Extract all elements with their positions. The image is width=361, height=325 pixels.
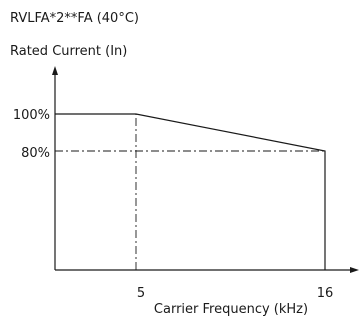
x-tick-label-5: 5: [137, 286, 145, 301]
derating-curve-line: [55, 113, 326, 270]
axes: [52, 66, 359, 273]
x-axis-label: Carrier Frequency (kHz): [154, 302, 308, 317]
reference-lines: [55, 114, 325, 270]
series-layer: [54, 113, 326, 271]
y-tick-label-80: 80%: [21, 146, 50, 161]
y-axis-arrow: [52, 66, 58, 75]
y-tick-label-100: 100%: [13, 108, 50, 123]
chart-title: RVLFA*2**FA (40°C): [10, 11, 139, 26]
y-axis-label: Rated Current (In): [10, 44, 127, 59]
x-axis-arrow: [350, 267, 359, 273]
x-tick-label-16: 16: [317, 286, 334, 301]
tick-labels: 100% 80% 5 16: [13, 108, 333, 301]
